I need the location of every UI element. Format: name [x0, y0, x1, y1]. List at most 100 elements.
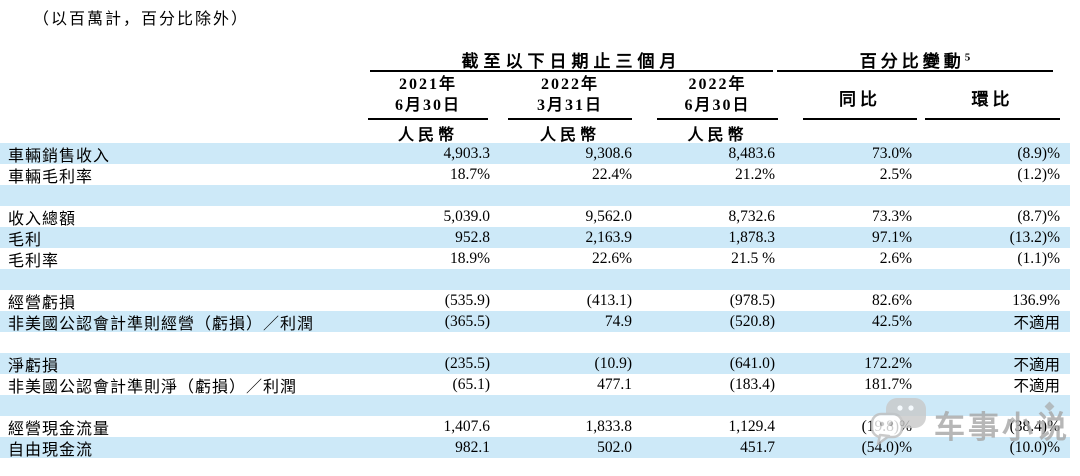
spacer-row [0, 269, 1070, 290]
cell-2022-03-31: 74.9 [604, 312, 632, 330]
pct-change-label: 百分比變動 [859, 52, 965, 71]
col-header-year: 2022年 [540, 76, 599, 93]
col-header-2022-q2: 2022年 6月30日 [657, 74, 778, 116]
cell-2022-03-31: 2,163.9 [585, 228, 633, 246]
cell-2021-06-30: 952.8 [455, 228, 490, 246]
cell-yoy: 73.0% [871, 144, 912, 162]
row-label: 非美國公認會計準則淨（虧損）／利潤 [8, 378, 298, 396]
cell-qoq: (38.4)% [1009, 417, 1060, 435]
yoy-col-header: 同比 [839, 90, 881, 109]
qoq-col-header: 環比 [971, 90, 1014, 109]
col1-underline [368, 118, 488, 120]
period-group-header: 截至以下日期止三個月 [461, 52, 682, 71]
cell-2022-06-30: (978.5) [729, 291, 775, 309]
cell-2021-06-30: 982.1 [455, 438, 490, 456]
cell-yoy: 181.7% [864, 375, 912, 393]
row-label: 收入總額 [8, 210, 77, 228]
pct-group-underline [777, 70, 1053, 72]
table-row: 毛利 952.8 2,163.9 1,878.3 97.1% (13.2)% [0, 227, 1070, 249]
row-label: 自由現金流 [8, 441, 94, 459]
spacer-row [0, 332, 1070, 353]
cell-2022-03-31: (413.1) [586, 291, 632, 309]
table-row: 毛利率 18.9% 22.6% 21.5 % 2.6% (1.1)% [0, 248, 1070, 270]
cell-2022-06-30: 8,483.6 [728, 144, 776, 162]
cell-yoy: (19.8)% [861, 417, 912, 435]
cell-2022-03-31: (10.9) [594, 354, 632, 372]
row-label: 車輛毛利率 [8, 168, 94, 186]
row-label: 毛利率 [8, 252, 60, 270]
col-header-year: 2022年 [688, 76, 747, 93]
cell-2022-03-31: 9,308.6 [585, 144, 633, 162]
cell-2022-06-30: 1,129.4 [728, 417, 776, 435]
cell-2022-03-31: 477.1 [597, 375, 632, 393]
yoy-col-underline [803, 118, 917, 120]
footnote-ref: 5 [964, 51, 971, 64]
table-row: 自由現金流 982.1 502.0 451.7 (54.0)% (10.0)% [0, 437, 1070, 459]
cell-yoy: 97.1% [871, 228, 912, 246]
row-label: 非美國公認會計準則經營（虧損）／利潤 [8, 315, 315, 333]
row-label: 經營虧損 [8, 294, 77, 312]
cell-2021-06-30: 1,407.6 [443, 417, 491, 435]
cell-2021-06-30: 5,039.0 [443, 207, 491, 225]
cell-qoq: (10.0)% [1009, 438, 1060, 456]
cell-2022-06-30: (641.0) [729, 354, 775, 372]
cell-qoq: (13.2)% [1009, 228, 1060, 246]
cell-qoq: (1.2)% [1017, 165, 1060, 183]
table-row: 經營虧損 (535.9) (413.1) (978.5) 82.6% 136.9% [0, 290, 1070, 312]
table-row: 收入總額 5,039.0 9,562.0 8,732.6 73.3% (8.7)% [0, 206, 1070, 228]
col-header-2022-q1: 2022年 3月31日 [508, 74, 632, 116]
cell-yoy: 73.3% [871, 207, 912, 225]
row-label: 車輛銷售收入 [8, 147, 111, 165]
cell-yoy: 42.5% [871, 312, 912, 330]
col-header-year: 2021年 [398, 76, 457, 93]
qoq-col-underline [925, 118, 1060, 120]
table-row: 車輛毛利率 18.7% 22.4% 21.2% 2.5% (1.2)% [0, 164, 1070, 186]
cell-2022-06-30: 8,732.6 [728, 207, 776, 225]
cell-2021-06-30: 18.9% [449, 249, 490, 267]
col2-underline [508, 118, 632, 120]
table-row: 經營現金流量 1,407.6 1,833.8 1,129.4 (19.8)% (38.4)… [0, 416, 1070, 438]
col-header-2021-q2: 2021年 6月30日 [368, 74, 488, 116]
pct-change-group-header: 百分比變動5 [777, 47, 1053, 72]
col-header-date: 6月30日 [684, 97, 751, 114]
cell-yoy: (54.0)% [861, 438, 912, 456]
cell-yoy: 82.6% [871, 291, 912, 309]
cell-2022-03-31: 502.0 [597, 438, 632, 456]
cell-qoq: (8.9)% [1017, 144, 1060, 162]
cell-2022-03-31: 1,833.8 [585, 417, 633, 435]
cell-yoy: 2.6% [879, 249, 912, 267]
cell-2022-06-30: 1,878.3 [728, 228, 776, 246]
cell-qoq: (8.7)% [1017, 207, 1060, 225]
cell-yoy: 172.2% [864, 354, 912, 372]
cell-2021-06-30: (235.5) [444, 354, 490, 372]
col3-underline [657, 118, 778, 120]
table-row: 車輛銷售收入 4,903.3 9,308.6 8,483.6 73.0% (8.9)% [0, 143, 1070, 165]
currency-label-col3: 人民幣 [687, 127, 748, 144]
cell-2021-06-30: (365.5) [444, 312, 490, 330]
row-label: 毛利 [8, 231, 43, 249]
spacer-row [0, 395, 1070, 416]
financial-table-body: 車輛銷售收入 4,903.3 9,308.6 8,483.6 73.0% (8.9)% 車輛… [0, 143, 1080, 459]
units-note: （以百萬計，百分比除外） [33, 11, 250, 28]
cell-yoy: 2.5% [879, 165, 912, 183]
cell-2022-06-30: (183.4) [729, 375, 775, 393]
col-header-date: 3月31日 [536, 97, 603, 114]
cell-2022-03-31: 9,562.0 [585, 207, 633, 225]
cell-2022-03-31: 22.6% [591, 249, 632, 267]
cell-qoq: 不適用 [1013, 356, 1060, 374]
cell-2021-06-30: 18.7% [449, 165, 490, 183]
cell-2022-06-30: 21.2% [734, 165, 775, 183]
row-label: 經營現金流量 [8, 420, 111, 438]
table-row: 非美國公認會計準則經營（虧損）／利潤 (365.5) 74.9 (520.8) 42.5… [0, 311, 1070, 333]
row-label: 淨虧損 [8, 357, 60, 375]
cell-qoq: 不適用 [1013, 314, 1060, 332]
cell-qoq: 不適用 [1013, 377, 1060, 395]
table-row: 淨虧損 (235.5) (10.9) (641.0) 172.2% 不適用 [0, 353, 1070, 375]
col-header-date: 6月30日 [394, 97, 461, 114]
cell-2022-03-31: 22.4% [591, 165, 632, 183]
cell-2021-06-30: (535.9) [444, 291, 490, 309]
cell-2022-06-30: (520.8) [729, 312, 775, 330]
cell-2021-06-30: (65.1) [452, 375, 490, 393]
table-row: 非美國公認會計準則淨（虧損）／利潤 (65.1) 477.1 (183.4) 181.7… [0, 374, 1070, 396]
cell-2022-06-30: 21.5 % [731, 249, 775, 267]
